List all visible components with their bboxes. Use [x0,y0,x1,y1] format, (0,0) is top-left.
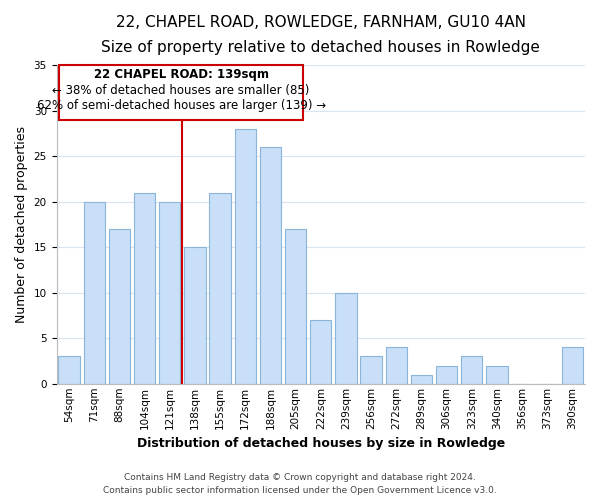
Bar [109,229,130,384]
Text: Contains HM Land Registry data © Crown copyright and database right 2024.
Contai: Contains HM Land Registry data © Crown c… [103,473,497,495]
Bar [134,193,155,384]
Text: 62% of semi-detached houses are larger (139) →: 62% of semi-detached houses are larger (… [37,99,326,112]
X-axis label: Distribution of detached houses by size in Rowledge: Distribution of detached houses by size … [137,437,505,450]
Bar [411,374,432,384]
Bar [285,229,306,384]
Bar [159,202,181,384]
FancyBboxPatch shape [59,66,303,120]
Bar [58,356,80,384]
Bar [83,202,105,384]
Bar [386,348,407,384]
Bar [335,293,356,384]
Bar [436,366,457,384]
Bar [461,356,482,384]
Bar [235,129,256,384]
Text: 22 CHAPEL ROAD: 139sqm: 22 CHAPEL ROAD: 139sqm [94,68,269,81]
Bar [310,320,331,384]
Bar [260,148,281,384]
Bar [562,348,583,384]
Bar [361,356,382,384]
Bar [184,248,206,384]
Bar [209,193,231,384]
Text: ← 38% of detached houses are smaller (85): ← 38% of detached houses are smaller (85… [52,84,310,96]
Y-axis label: Number of detached properties: Number of detached properties [15,126,28,323]
Bar [486,366,508,384]
Title: 22, CHAPEL ROAD, ROWLEDGE, FARNHAM, GU10 4AN
Size of property relative to detach: 22, CHAPEL ROAD, ROWLEDGE, FARNHAM, GU10… [101,15,540,54]
